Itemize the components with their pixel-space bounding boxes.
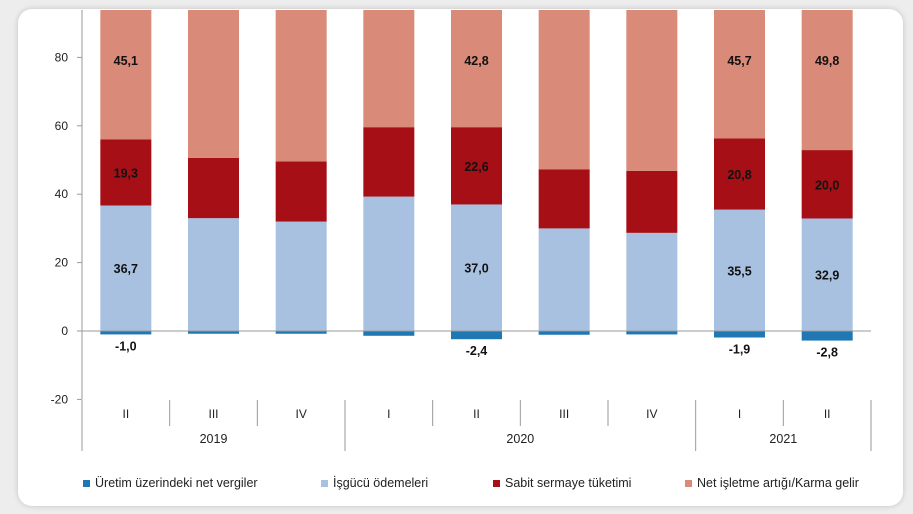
bar-segment-2-7 (626, 232, 678, 331)
category-label: IV (646, 407, 657, 421)
data-label: 22,6 (464, 160, 488, 174)
year-group-label: 2021 (769, 432, 797, 446)
category-label: I (387, 407, 390, 421)
year-group-label: 2020 (506, 432, 534, 446)
bar-segment-2-6 (538, 228, 590, 331)
bars-layer (100, 10, 853, 341)
bar-segment-4-6 (538, 10, 590, 170)
bar-segment-1-4 (363, 331, 415, 336)
bar-segment-1-3 (275, 331, 327, 334)
data-label: -2,4 (466, 344, 488, 358)
bar-segment-4-7 (626, 10, 678, 171)
bar-segment-4-3 (275, 10, 327, 162)
bar-segment-1-5 (451, 331, 502, 340)
data-label: 36,7 (114, 262, 138, 276)
legend-item-3: Sabit sermaye tüketimi (493, 476, 631, 490)
legend-label: Üretim üzerindeki net vergiler (95, 476, 258, 490)
bar-segment-3-4 (363, 127, 415, 197)
bar-segment-3-5 (451, 127, 502, 205)
category-label: III (208, 407, 218, 421)
data-label: 49,8 (815, 54, 839, 68)
bar-segment-3-6 (538, 169, 590, 229)
bar-segment-1-9 (801, 331, 853, 341)
y-tick-label: 80 (55, 50, 69, 64)
bar-segment-2-8 (714, 209, 765, 331)
data-label: 45,7 (727, 54, 751, 68)
bar-segment-3-3 (275, 161, 327, 222)
bar-segment-1-2 (188, 331, 239, 334)
bar-segment-2-4 (363, 196, 415, 331)
legend-label: İşgücü ödemeleri (333, 476, 429, 490)
data-label: 20,0 (815, 178, 839, 192)
bar-segment-3-7 (626, 170, 678, 233)
bar-segment-4-4 (363, 10, 415, 128)
legend-item-2: İşgücü ödemeleri (321, 476, 428, 490)
bar-segment-1-7 (626, 331, 678, 335)
bar-segment-3-2 (188, 157, 239, 219)
category-label: II (824, 407, 831, 421)
bar-segment-1-6 (538, 331, 590, 335)
legend-swatch (685, 479, 692, 487)
data-labels-layer: -1,0 36,7 19,3 45,1 -2,4 37,0 22,6 42,8 -1,9 35,5… (114, 54, 840, 360)
bar-segment-4-1 (100, 10, 152, 140)
bar-segment-3-8 (714, 138, 765, 210)
bar-segment-3-1 (100, 139, 152, 206)
data-label: 32,9 (815, 269, 839, 283)
year-group-label: 2019 (200, 432, 228, 446)
category-label: II (122, 407, 129, 421)
bar-segment-2-9 (801, 218, 853, 331)
category-label: II (473, 407, 480, 421)
data-label: 19,3 (114, 166, 138, 180)
data-label: 45,1 (114, 54, 138, 68)
axes-layer (77, 10, 872, 451)
bar-segment-2-2 (188, 218, 239, 331)
y-tick-label: 20 (55, 256, 69, 270)
legend-label: Net işletme artığı/Karma gelir (697, 476, 859, 490)
bar-segment-4-2 (188, 10, 239, 158)
y-tick-label: 40 (55, 187, 69, 201)
legend-swatch (493, 479, 500, 487)
y-tick-label: 0 (61, 324, 68, 338)
bar-segment-2-3 (275, 221, 327, 331)
category-label: III (559, 407, 569, 421)
bar-segment-2-5 (451, 204, 502, 331)
y-tick-label: -20 (51, 392, 69, 406)
legend-swatch (83, 479, 90, 487)
bar-segment-2-1 (100, 205, 152, 331)
y-tick-label: 60 (55, 119, 69, 133)
legend-label: Sabit sermaye tüketimi (505, 476, 632, 490)
data-label: 35,5 (727, 264, 751, 278)
bar-segment-4-9 (801, 10, 853, 151)
data-label: 37,0 (464, 262, 488, 276)
data-label: 42,8 (464, 54, 488, 68)
data-label: -1,0 (115, 339, 137, 353)
legend: Üretim üzerindeki net vergiler İşgücü öde… (0, 476, 913, 492)
legend-swatch (321, 479, 328, 487)
bar-segment-1-1 (100, 331, 152, 335)
legend-item-4: Net işletme artığı/Karma gelir (685, 476, 859, 490)
data-label: 20,8 (727, 168, 751, 182)
data-label: -1,9 (729, 342, 751, 356)
bar-segment-4-5 (451, 10, 502, 128)
bar-segment-3-9 (801, 150, 853, 219)
data-label: -2,8 (816, 346, 838, 360)
bar-segment-1-8 (714, 331, 765, 338)
category-label: IV (295, 407, 306, 421)
legend-item-1: Üretim üzerindeki net vergiler (83, 476, 258, 490)
bar-segment-4-8 (714, 10, 765, 139)
category-label: I (738, 407, 741, 421)
